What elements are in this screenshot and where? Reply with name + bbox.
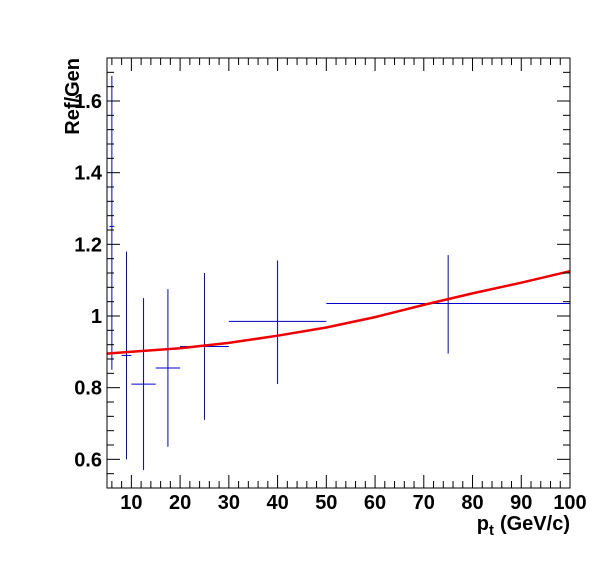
y-tick-label: 1.6	[74, 91, 102, 113]
x-axis-title: pt (GeV/c)	[477, 513, 570, 539]
x-tick-label: 70	[413, 492, 435, 514]
x-tick-label: 100	[553, 492, 586, 514]
x-axis-title-units: (GeV/c)	[500, 513, 570, 535]
x-tick-label: 30	[218, 492, 240, 514]
data-point	[109, 75, 115, 370]
fit-curve	[106, 269, 571, 355]
x-tick-label: 40	[266, 492, 288, 514]
x-tick-label: 10	[120, 492, 142, 514]
y-tick-label: 0.8	[74, 378, 102, 400]
x-tick-label: 60	[364, 492, 386, 514]
y-tick-label: 1.2	[74, 234, 102, 256]
data-point	[155, 289, 181, 447]
y-axis-ticks	[107, 57, 570, 489]
x-tick-label: 50	[315, 492, 337, 514]
y-axis-title: Ref/Gen	[62, 58, 84, 135]
data-point	[228, 260, 327, 385]
y-tick-label: 0.6	[74, 449, 102, 471]
y-axis-tick-labels: 0.6 0.8 1 1.2 1.4 1.6	[74, 91, 103, 471]
x-tick-label: 90	[510, 492, 532, 514]
y-tick-label: 1	[91, 306, 102, 328]
x-tick-label: 20	[169, 492, 191, 514]
x-axis-tick-labels: 10 20 30 40 50 60 70 80 90 100	[120, 492, 586, 514]
x-axis-title-subscript: t	[489, 522, 494, 539]
x-tick-label: 80	[461, 492, 483, 514]
fit-curve-group	[106, 269, 571, 355]
data-point	[121, 251, 132, 460]
data-point	[131, 298, 156, 471]
x-axis-ticks	[111, 58, 571, 488]
plot-frame	[106, 57, 571, 489]
y-tick-label: 1.4	[74, 163, 103, 185]
data-point	[326, 255, 570, 354]
x-axis-title-main: p	[477, 513, 489, 535]
